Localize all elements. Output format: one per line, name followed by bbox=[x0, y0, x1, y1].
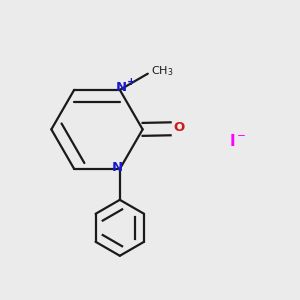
Text: O: O bbox=[173, 122, 184, 134]
Text: N: N bbox=[116, 81, 127, 94]
Text: N: N bbox=[111, 161, 122, 174]
Text: +: + bbox=[127, 76, 135, 87]
Text: CH$_3$: CH$_3$ bbox=[151, 64, 173, 78]
Text: I$^-$: I$^-$ bbox=[230, 133, 247, 149]
